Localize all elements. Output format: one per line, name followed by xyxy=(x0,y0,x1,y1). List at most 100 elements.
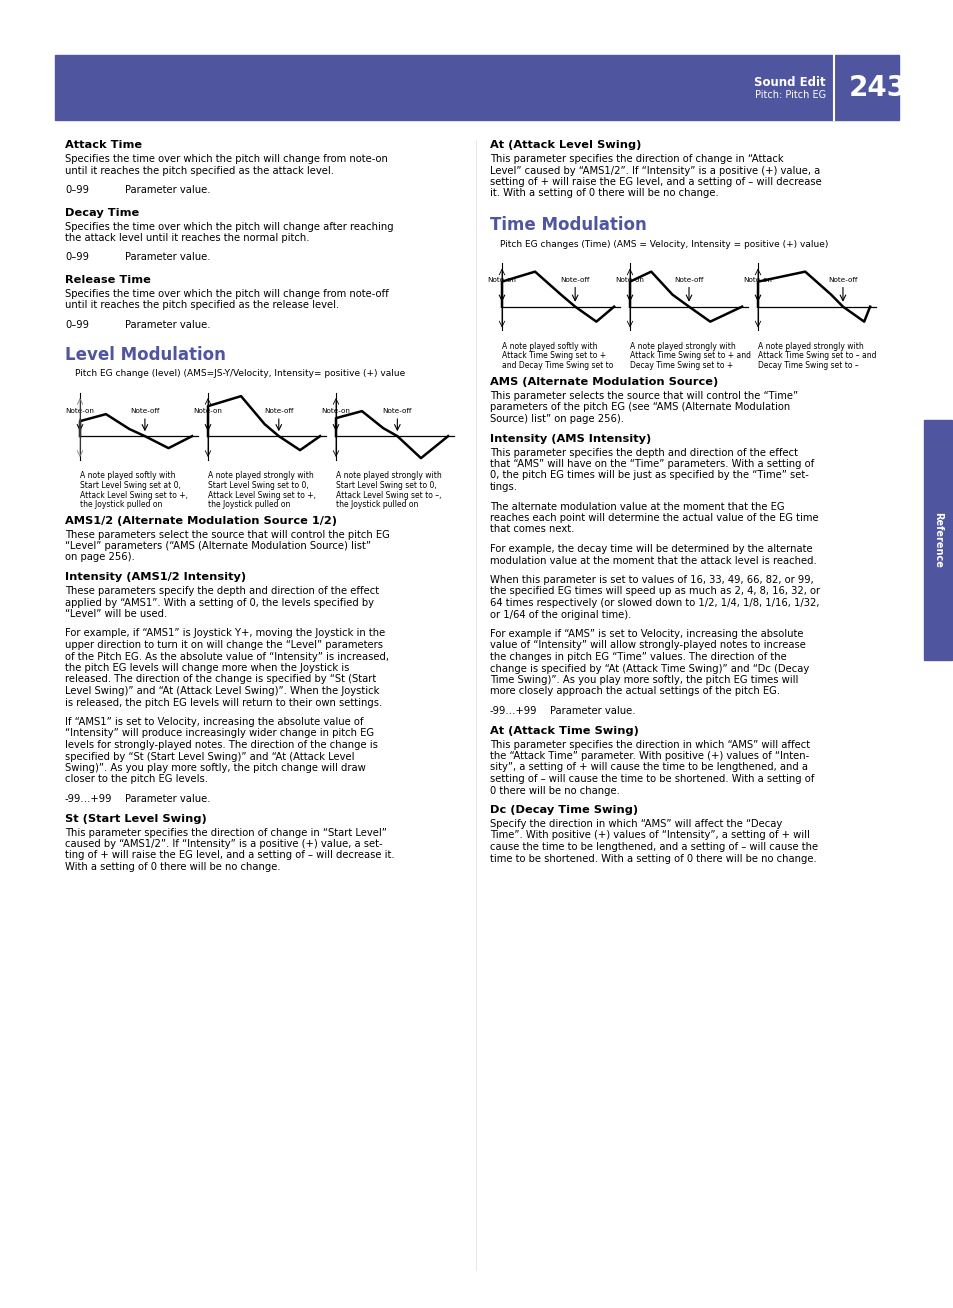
Text: These parameters specify the depth and direction of the effect: These parameters specify the depth and d… xyxy=(65,586,378,596)
Text: Attack Time Swing set to + and: Attack Time Swing set to + and xyxy=(629,352,750,361)
Text: parameters of the pitch EG (see “AMS (Alternate Modulation: parameters of the pitch EG (see “AMS (Al… xyxy=(490,403,789,412)
Text: At (Attack Time Swing): At (Attack Time Swing) xyxy=(490,726,639,735)
Text: A note played softly with: A note played softly with xyxy=(80,471,175,480)
Text: Note-on: Note-on xyxy=(321,408,350,415)
Text: caused by “AMS1/2”. If “Intensity” is a positive (+) value, a set-: caused by “AMS1/2”. If “Intensity” is a … xyxy=(65,838,382,849)
Text: 64 times respectively (or slowed down to 1/2, 1/4, 1/8, 1/16, 1/32,: 64 times respectively (or slowed down to… xyxy=(490,598,819,608)
Text: For example, the decay time will be determined by the alternate: For example, the decay time will be dete… xyxy=(490,544,812,555)
Text: ting of + will raise the EG level, and a setting of – will decrease it.: ting of + will raise the EG level, and a… xyxy=(65,850,395,861)
Text: 0–99: 0–99 xyxy=(65,252,89,263)
Text: If “AMS1” is set to Velocity, increasing the absolute value of: If “AMS1” is set to Velocity, increasing… xyxy=(65,717,363,727)
Text: Swing)”. As you play more softly, the pitch change will draw: Swing)”. As you play more softly, the pi… xyxy=(65,763,365,773)
Text: Attack Time Swing set to – and: Attack Time Swing set to – and xyxy=(758,352,876,361)
Text: For example if “AMS” is set to Velocity, increasing the absolute: For example if “AMS” is set to Velocity,… xyxy=(490,629,802,640)
Text: Time Modulation: Time Modulation xyxy=(490,216,646,234)
Text: Note-off: Note-off xyxy=(130,408,159,415)
Text: Pitch EG change (level) (AMS=JS-Y/Velocity, Intensity= positive (+) value: Pitch EG change (level) (AMS=JS-Y/Veloci… xyxy=(75,369,405,378)
Text: until it reaches the pitch specified as the attack level.: until it reaches the pitch specified as … xyxy=(65,166,334,175)
Text: Start Level Swing set to 0,: Start Level Swing set to 0, xyxy=(335,481,436,490)
Text: upper direction to turn it on will change the “Level” parameters: upper direction to turn it on will chang… xyxy=(65,640,382,650)
Text: “Level” will be used.: “Level” will be used. xyxy=(65,610,167,619)
Text: released. The direction of the change is specified by “St (Start: released. The direction of the change is… xyxy=(65,675,375,684)
Text: “Intensity” will produce increasingly wider change in pitch EG: “Intensity” will produce increasingly wi… xyxy=(65,729,374,739)
Text: 243: 243 xyxy=(848,73,906,102)
Text: Source) list” on page 256).: Source) list” on page 256). xyxy=(490,415,623,424)
Text: the Joystick pulled on: the Joystick pulled on xyxy=(335,500,418,509)
Text: that “AMS” will have on the “Time” parameters. With a setting of: that “AMS” will have on the “Time” param… xyxy=(490,459,814,470)
Text: Decay Time Swing set to –: Decay Time Swing set to – xyxy=(758,361,858,370)
Text: Parameter value.: Parameter value. xyxy=(125,184,211,195)
Text: Parameter value.: Parameter value. xyxy=(125,252,211,263)
Text: tings.: tings. xyxy=(490,483,517,492)
Text: Attack Level Swing set to –,: Attack Level Swing set to –, xyxy=(335,490,441,500)
Text: levels for strongly-played notes. The direction of the change is: levels for strongly-played notes. The di… xyxy=(65,740,377,749)
Text: 0–99: 0–99 xyxy=(65,184,89,195)
Text: Dc (Decay Time Swing): Dc (Decay Time Swing) xyxy=(490,804,638,815)
Text: For example, if “AMS1” is Joystick Y+, moving the Joystick in the: For example, if “AMS1” is Joystick Y+, m… xyxy=(65,629,385,638)
Text: of the Pitch EG. As the absolute value of “Intensity” is increased,: of the Pitch EG. As the absolute value o… xyxy=(65,651,389,662)
Text: on page 256).: on page 256). xyxy=(65,552,134,562)
Text: Pitch EG changes (Time) (AMS = Velocity, Intensity = positive (+) value): Pitch EG changes (Time) (AMS = Velocity,… xyxy=(499,239,827,249)
Text: Note-on: Note-on xyxy=(193,408,222,415)
Text: 0 there will be no change.: 0 there will be no change. xyxy=(490,786,619,795)
Text: setting of – will cause the time to be shortened. With a setting of: setting of – will cause the time to be s… xyxy=(490,774,814,783)
Text: or 1/64 of the original time).: or 1/64 of the original time). xyxy=(490,610,631,620)
Text: Decay Time Swing set to +: Decay Time Swing set to + xyxy=(629,361,733,370)
Text: Start Level Swing set at 0,: Start Level Swing set at 0, xyxy=(80,481,181,490)
Text: Note-off: Note-off xyxy=(559,276,589,283)
Text: Intensity (AMS1/2 Intensity): Intensity (AMS1/2 Intensity) xyxy=(65,572,246,582)
Text: that comes next.: that comes next. xyxy=(490,525,574,535)
Bar xyxy=(923,420,951,661)
Text: the pitch EG levels will change more when the Joystick is: the pitch EG levels will change more whe… xyxy=(65,663,349,674)
Text: change is specified by “At (Attack Time Swing)” and “Dc (Decay: change is specified by “At (Attack Time … xyxy=(490,663,808,674)
Text: Start Level Swing set to 0,: Start Level Swing set to 0, xyxy=(208,481,309,490)
Text: value of “Intensity” will allow strongly-played notes to increase: value of “Intensity” will allow strongly… xyxy=(490,641,805,650)
Text: Level Modulation: Level Modulation xyxy=(65,345,226,364)
Text: Release Time: Release Time xyxy=(65,275,151,285)
Text: With a setting of 0 there will be no change.: With a setting of 0 there will be no cha… xyxy=(65,862,280,872)
Text: the Joystick pulled on: the Joystick pulled on xyxy=(80,500,162,509)
Text: -99…+99: -99…+99 xyxy=(65,794,112,804)
Text: applied by “AMS1”. With a setting of 0, the levels specified by: applied by “AMS1”. With a setting of 0, … xyxy=(65,598,374,607)
Text: Specify the direction in which “AMS” will affect the “Decay: Specify the direction in which “AMS” wil… xyxy=(490,819,781,829)
Text: Pitch: Pitch EG: Pitch: Pitch EG xyxy=(754,90,825,101)
Text: it. With a setting of 0 there will be no change.: it. With a setting of 0 there will be no… xyxy=(490,188,718,199)
Text: These parameters select the source that will control the pitch EG: These parameters select the source that … xyxy=(65,530,390,539)
Text: “Level” parameters (“AMS (Alternate Modulation Source) list”: “Level” parameters (“AMS (Alternate Modu… xyxy=(65,542,371,551)
Text: the Joystick pulled on: the Joystick pulled on xyxy=(208,500,290,509)
Text: Specifies the time over which the pitch will change after reaching: Specifies the time over which the pitch … xyxy=(65,221,394,232)
Text: time to be shortened. With a setting of 0 there will be no change.: time to be shortened. With a setting of … xyxy=(490,854,816,863)
Text: 0–99: 0–99 xyxy=(65,320,89,330)
Text: setting of + will raise the EG level, and a setting of – will decrease: setting of + will raise the EG level, an… xyxy=(490,177,821,187)
Text: specified by “St (Start Level Swing)” and “At (Attack Level: specified by “St (Start Level Swing)” an… xyxy=(65,752,355,761)
Text: Specifies the time over which the pitch will change from note-on: Specifies the time over which the pitch … xyxy=(65,154,388,164)
Text: Attack Level Swing set to +,: Attack Level Swing set to +, xyxy=(208,490,315,500)
Text: Note-off: Note-off xyxy=(382,408,412,415)
Text: reaches each point will determine the actual value of the EG time: reaches each point will determine the ac… xyxy=(490,513,818,523)
Text: until it reaches the pitch specified as the release level.: until it reaches the pitch specified as … xyxy=(65,301,339,310)
Text: and Decay Time Swing set to: and Decay Time Swing set to xyxy=(501,361,613,370)
Text: the changes in pitch EG “Time” values. The direction of the: the changes in pitch EG “Time” values. T… xyxy=(490,651,786,662)
Text: Level” caused by “AMS1/2”. If “Intensity” is a positive (+) value, a: Level” caused by “AMS1/2”. If “Intensity… xyxy=(490,166,820,175)
Text: Reference: Reference xyxy=(932,511,942,568)
Text: Attack Time: Attack Time xyxy=(65,140,142,150)
Text: modulation value at the moment that the attack level is reached.: modulation value at the moment that the … xyxy=(490,556,816,565)
Text: AMS1/2 (Alternate Modulation Source 1/2): AMS1/2 (Alternate Modulation Source 1/2) xyxy=(65,515,336,526)
Text: the “Attack Time” parameter. With positive (+) values of “Inten-: the “Attack Time” parameter. With positi… xyxy=(490,751,808,761)
Text: A note played strongly with: A note played strongly with xyxy=(758,341,862,351)
Text: Parameter value.: Parameter value. xyxy=(125,794,211,804)
Text: the attack level until it reaches the normal pitch.: the attack level until it reaches the no… xyxy=(65,233,309,243)
Text: the specified EG times will speed up as much as 2, 4, 8, 16, 32, or: the specified EG times will speed up as … xyxy=(490,586,820,596)
Text: Note-on: Note-on xyxy=(742,276,772,283)
Text: A note played strongly with: A note played strongly with xyxy=(629,341,735,351)
Text: Note-off: Note-off xyxy=(674,276,703,283)
Text: Time”. With positive (+) values of “Intensity”, a setting of + will: Time”. With positive (+) values of “Inte… xyxy=(490,831,809,841)
Text: cause the time to be lengthened, and a setting of – will cause the: cause the time to be lengthened, and a s… xyxy=(490,842,818,852)
Text: Attack Time Swing set to +: Attack Time Swing set to + xyxy=(501,352,605,361)
Text: When this parameter is set to values of 16, 33, 49, 66, 82, or 99,: When this parameter is set to values of … xyxy=(490,576,813,585)
Text: A note played strongly with: A note played strongly with xyxy=(335,471,441,480)
Text: Note-on: Note-on xyxy=(615,276,644,283)
Text: Attack Level Swing set to +,: Attack Level Swing set to +, xyxy=(80,490,188,500)
Text: A note played strongly with: A note played strongly with xyxy=(208,471,314,480)
Text: closer to the pitch EG levels.: closer to the pitch EG levels. xyxy=(65,774,208,785)
